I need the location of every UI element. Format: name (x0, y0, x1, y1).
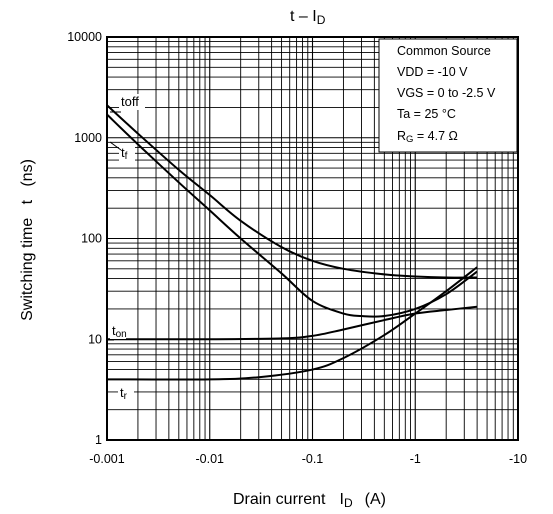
y-tick-label: 10 (88, 332, 102, 346)
x-tick-label: -1 (410, 452, 421, 466)
condition-line: Ta = 25 °C (397, 107, 456, 121)
series-label-bg (110, 323, 126, 339)
tick-labels: -0.001 -0.01 -0.1 -1 -10 1 10 100 1000 10000 (67, 30, 527, 466)
series-line-tr (106, 266, 478, 381)
series-label-ton: ton (112, 323, 127, 340)
series-line-ton (106, 305, 478, 341)
x-tick-label: -0.1 (302, 452, 324, 466)
plot-frame (106, 36, 519, 441)
y-tick-label: 10000 (67, 30, 102, 44)
condition-line: VDD = -10 V (397, 65, 468, 79)
series-label-tr: tr (120, 385, 128, 402)
condition-line: Common Source (397, 44, 491, 58)
y-tick-label: 100 (81, 232, 102, 246)
series-label-bg (119, 94, 145, 110)
condition-line: RG = 4.7 Ω (397, 129, 458, 145)
condition-line: VGS = 0 to -2.5 V (397, 86, 496, 100)
series-label-toff: toff (121, 94, 139, 109)
series-line-toff (106, 104, 478, 279)
y-tick-label: 1 (95, 433, 102, 447)
chart-title: t – ID (290, 8, 326, 27)
x-axis-label: Drain current ID (A) (233, 491, 386, 510)
series-label-bg (118, 385, 134, 401)
series-label-tf: tf (121, 145, 128, 162)
series-label-leader (109, 141, 122, 151)
y-tick-label: 1000 (74, 131, 102, 145)
x-tick-label: -0.01 (196, 452, 225, 466)
y-axis-label: Switching time t (ns) (19, 159, 36, 321)
conditions-box: Common Source VDD = -10 V VGS = 0 to -2.… (378, 38, 518, 153)
x-tick-label: -10 (509, 452, 527, 466)
x-tick-label: -0.001 (89, 452, 124, 466)
series-label-bg (119, 145, 135, 161)
series-line-tf (106, 113, 478, 318)
series-group: toff tf ton tr (106, 94, 478, 402)
